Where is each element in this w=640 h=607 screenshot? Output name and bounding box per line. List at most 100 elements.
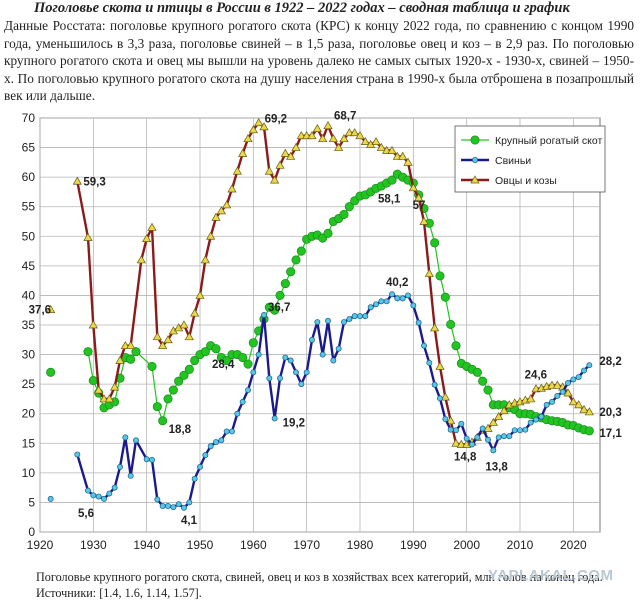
data-point-sheep [222,200,232,209]
data-point-pigs [570,376,577,383]
data-point-sheep [179,320,189,329]
data-point-cattle [238,352,248,363]
x-tick-label: 1950 [187,538,214,552]
legend: Крупный рогатый скот Свиньи Овцы и козы [454,125,606,193]
data-point-pigs [261,311,267,318]
data-point-cattle [184,364,194,374]
data-point-sheep [126,340,136,350]
data-point-pigs [127,472,134,479]
data-point-pigs [335,345,342,352]
data-point-sheep [350,128,360,137]
data-point-pigs [586,362,593,369]
legend-marker-pigs [472,157,478,163]
data-point-sheep [243,133,253,143]
data-point-pigs [165,503,171,509]
data-point-pigs [367,304,374,311]
data-point-cattle [280,279,290,289]
data-label: 17,1 [599,428,622,440]
data-point-cattle [147,361,157,371]
data-point-sheep [115,355,125,364]
data-point-pigs [234,410,241,417]
legend-label-pigs: Свиньи [495,155,531,167]
y-tick-label: 65 [22,141,36,155]
data-point-sheep [270,175,280,184]
data-point-pigs [106,490,113,497]
data-label: 14,8 [454,451,477,463]
data-point-cattle [248,338,258,348]
data-point-sheep [136,255,146,264]
data-point-pigs [250,369,257,376]
data-point-sheep [227,184,237,193]
data-point-pigs [309,336,315,343]
data-point-sheep [430,323,440,332]
data-point-pigs [341,319,347,325]
y-tick-label: 10 [22,466,36,480]
data-point-pigs [186,499,193,506]
legend-marker-sheep [470,175,480,184]
data-point-sheep [280,148,290,157]
intro-paragraph: Данные Росстата: поголовье крупного рога… [4,18,634,103]
data-point-sheep [355,131,365,140]
data-point-pigs [559,388,566,395]
data-point-pigs [346,316,353,323]
data-point-cattle [440,292,450,302]
data-point-pigs [181,504,187,511]
data-point-sheep [584,407,594,416]
data-point-pigs [90,492,97,499]
data-point-pigs [277,375,283,382]
data-point-pigs [485,436,491,443]
data-point-cattle [472,367,482,377]
data-point-pigs [325,317,331,324]
data-point-cattle [158,416,168,426]
data-point-pigs [575,374,582,380]
data-point-cattle [339,209,349,219]
data-point-pigs [463,435,470,442]
data-point-sheep [184,332,194,341]
data-point-pigs [543,401,550,408]
data-point-sheep [264,166,274,175]
data-point-pigs [527,419,534,426]
data-point-sheep [286,151,296,160]
x-tick-label: 2000 [453,538,480,552]
data-point-pigs [399,295,406,302]
data-point-pigs [431,381,438,388]
data-point-sheep [440,392,450,401]
data-point-sheep [323,120,333,130]
data-point-cattle [387,175,397,185]
data-point-pigs [415,319,422,326]
data-point-pigs [122,434,129,441]
data-point-pigs [378,298,385,305]
data-point-pigs [239,398,246,405]
data-point-sheep [408,183,418,192]
data-point-sheep [46,304,56,313]
data-label: 37,6 [29,305,51,317]
data-point-pigs [458,420,465,427]
data-label: 24,6 [525,370,547,382]
data-label: 59,3 [83,176,105,188]
data-point-sheep [163,335,173,344]
data-point-pigs [421,342,427,349]
data-label: 19,2 [283,417,305,429]
data-point-pigs [282,354,289,361]
data-label: 69,2 [265,114,287,126]
y-tick-label: 30 [22,348,36,362]
data-point-pigs [373,301,379,308]
data-point-sheep [568,397,578,406]
data-point-sheep [238,148,248,157]
data-point-pigs [213,439,219,446]
data-point-pigs [191,475,198,482]
y-tick-label: 70 [22,111,36,125]
data-point-sheep [414,193,424,202]
data-point-sheep [339,133,349,143]
data-point-sheep [94,385,104,394]
y-tick-label: 0 [28,525,35,539]
data-point-pigs [511,427,518,434]
data-point-pigs [362,313,369,320]
data-point-sheep [152,332,162,341]
data-point-cattle [446,319,456,329]
figure-caption: Поголовье крупного рогатого скота, свине… [36,570,603,600]
data-point-pigs [154,496,161,503]
y-tick-label: 55 [22,200,36,214]
data-point-sheep [419,216,429,225]
data-label: 58,1 [378,193,401,205]
